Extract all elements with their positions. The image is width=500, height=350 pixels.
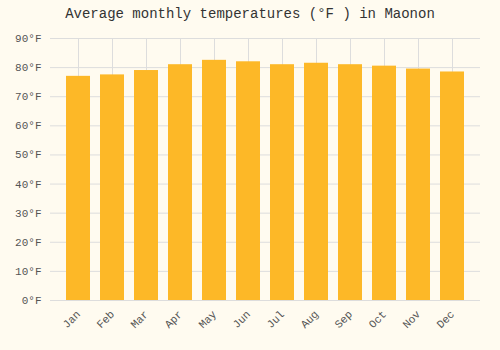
svg-text:60°F: 60°F: [15, 120, 41, 132]
svg-text:Jun: Jun: [231, 308, 253, 330]
svg-text:Apr: Apr: [163, 308, 185, 330]
svg-text:90°F: 90°F: [15, 33, 41, 45]
svg-text:May: May: [197, 308, 220, 331]
svg-text:10°F: 10°F: [15, 266, 41, 278]
svg-text:70°F: 70°F: [15, 91, 41, 103]
svg-text:Oct: Oct: [367, 308, 389, 330]
svg-text:Jan: Jan: [61, 308, 83, 330]
svg-text:80°F: 80°F: [15, 62, 41, 74]
svg-text:Nov: Nov: [401, 308, 424, 331]
svg-text:40°F: 40°F: [15, 179, 41, 191]
svg-text:Feb: Feb: [95, 308, 117, 330]
svg-text:Mar: Mar: [129, 308, 151, 330]
svg-text:20°F: 20°F: [15, 237, 41, 249]
svg-text:Aug: Aug: [299, 308, 321, 330]
svg-text:Sep: Sep: [333, 308, 355, 330]
svg-text:Dec: Dec: [435, 308, 457, 330]
html-text:Average monthly temperatures (: Average monthly temperatures (°F ) in Ma…: [65, 6, 435, 22]
svg-text:30°F: 30°F: [15, 208, 41, 220]
svg-text:50°F: 50°F: [15, 149, 41, 161]
svg-text:0°F: 0°F: [22, 295, 42, 307]
svg-text:Jul: Jul: [265, 308, 287, 330]
